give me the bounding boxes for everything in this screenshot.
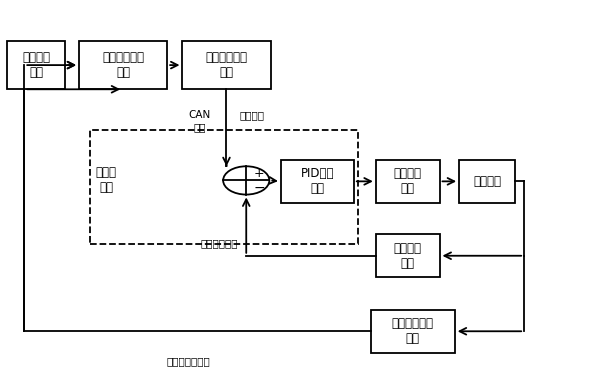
Text: 导航农机: 导航农机	[473, 175, 501, 188]
Text: CAN
总线: CAN 总线	[188, 110, 210, 132]
Text: −: −	[253, 180, 264, 195]
Bar	[371, 310, 455, 353]
Text: 路径跟踪信息
决策: 路径跟踪信息 决策	[102, 51, 144, 79]
Text: 期望转向角度
计算: 期望转向角度 计算	[206, 51, 247, 79]
Bar	[459, 160, 515, 203]
Text: PID转向
控制: PID转向 控制	[300, 167, 334, 195]
Text: 实时位置和航向: 实时位置和航向	[167, 357, 210, 366]
Text: 转向执行
机构: 转向执行 机构	[393, 167, 422, 195]
Text: 北斗差分定位
系统: 北斗差分定位 系统	[392, 317, 434, 345]
Bar	[90, 130, 358, 244]
Text: 转向控
制器: 转向控 制器	[96, 166, 117, 195]
Text: 角度测量
单元: 角度测量 单元	[393, 242, 422, 270]
Bar	[376, 234, 440, 277]
Bar	[182, 41, 271, 89]
Text: 预定路径
规划: 预定路径 规划	[22, 51, 50, 79]
Bar	[376, 160, 440, 203]
Text: 实际转向角度: 实际转向角度	[200, 238, 238, 248]
Text: 期望转角: 期望转角	[240, 110, 265, 120]
Bar	[281, 160, 354, 203]
Bar	[79, 41, 167, 89]
Bar	[7, 41, 65, 89]
Text: +: +	[254, 167, 264, 180]
